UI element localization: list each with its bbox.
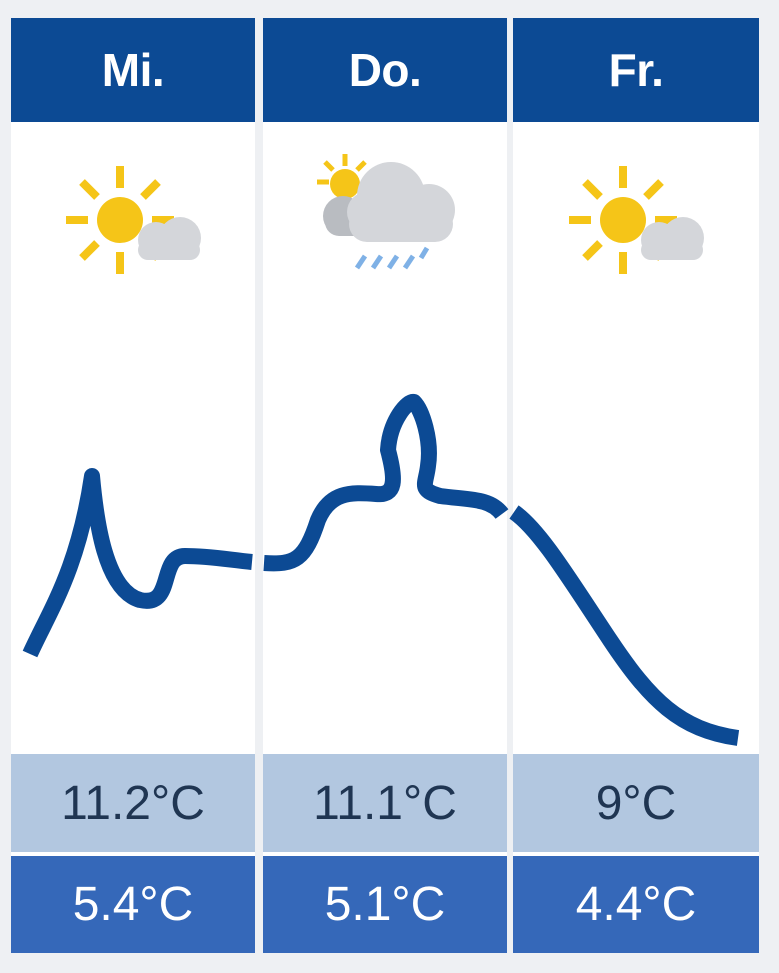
max-temperature: 11.1°C: [263, 754, 507, 852]
cloud-rain-sun-icon: [263, 148, 507, 288]
min-temperature: 5.1°C: [263, 856, 507, 953]
sun-with-cloud-icon: [513, 148, 759, 288]
day-column-wednesday: Mi. 11: [11, 18, 255, 953]
min-temperature: 4.4°C: [513, 856, 759, 953]
min-temperature: 5.4°C: [11, 856, 255, 953]
max-temperature: 9°C: [513, 754, 759, 852]
day-label: Mi.: [11, 18, 255, 122]
max-temperature: 11.2°C: [11, 754, 255, 852]
sun-with-cloud-icon: [11, 148, 255, 288]
day-label: Fr.: [513, 18, 759, 122]
day-label: Do.: [263, 18, 507, 122]
day-column-friday: Fr. 9°: [513, 18, 759, 953]
day-column-thursday: Do.: [263, 18, 507, 953]
